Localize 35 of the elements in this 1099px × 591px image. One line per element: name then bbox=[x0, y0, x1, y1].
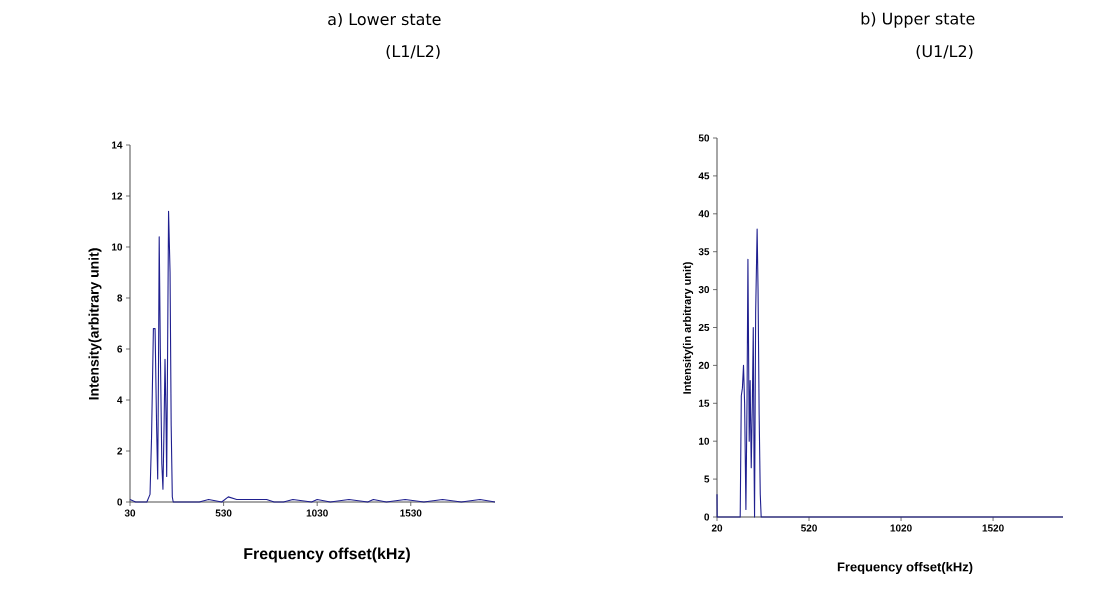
y-tick-label: 10 bbox=[112, 243, 123, 251]
y-tick-label: 35 bbox=[698, 248, 710, 256]
y-tick-label: 14 bbox=[112, 141, 123, 149]
y-axis-title: Intensity(in arbitrary unit) bbox=[682, 262, 694, 394]
y-tick-label: 6 bbox=[117, 345, 123, 353]
x-axis-title: Frequency offset(kHz) bbox=[244, 547, 410, 563]
y-tick-label: 5 bbox=[704, 475, 710, 483]
x-tick-label: 520 bbox=[801, 524, 817, 532]
chart-subtitle: (U1/L2) bbox=[916, 44, 973, 60]
y-tick-label: 30 bbox=[698, 286, 710, 294]
chart-title: a) Lower state bbox=[328, 12, 441, 28]
x-tick-label: 1520 bbox=[982, 524, 1004, 532]
y-axis-title: Intensity(arbitrary unit) bbox=[88, 248, 102, 400]
y-tick-label: 12 bbox=[112, 192, 123, 200]
y-tick-label: 4 bbox=[117, 396, 123, 404]
x-axis-title: Frequency offset(kHz) bbox=[837, 561, 973, 575]
y-tick-label: 40 bbox=[698, 210, 710, 218]
x-tick-label: 1030 bbox=[306, 509, 328, 517]
y-tick-label: 0 bbox=[117, 498, 123, 506]
y-tick-label: 8 bbox=[117, 294, 123, 302]
y-tick-label: 25 bbox=[698, 323, 710, 332]
y-tick-label: 15 bbox=[699, 399, 710, 407]
x-tick-label: 530 bbox=[215, 509, 232, 517]
x-tick-label: 1530 bbox=[400, 509, 422, 517]
chart-subtitle: (L1/L2) bbox=[386, 44, 440, 60]
y-tick-label: 45 bbox=[698, 172, 710, 180]
y-tick-label: 2 bbox=[117, 447, 123, 455]
x-tick-label: 30 bbox=[124, 509, 136, 517]
y-tick-label: 20 bbox=[698, 361, 710, 369]
y-tick-label: 50 bbox=[698, 134, 710, 142]
y-tick-label: 0 bbox=[704, 513, 710, 521]
x-tick-label: 1020 bbox=[890, 524, 912, 532]
chart-title: b) Upper state bbox=[861, 12, 975, 28]
y-tick-label: 10 bbox=[699, 437, 710, 445]
x-tick-label: 20 bbox=[711, 524, 723, 532]
